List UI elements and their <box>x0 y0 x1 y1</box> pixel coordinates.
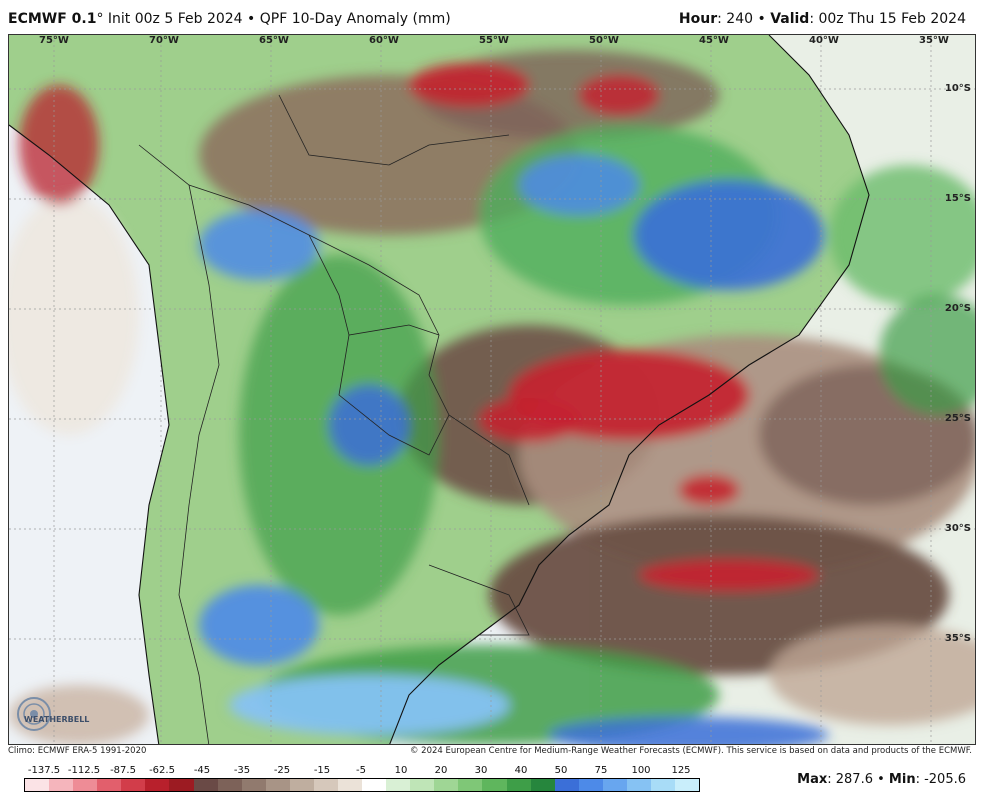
colorbar-swatch <box>362 779 387 791</box>
colorbar-swatch <box>434 779 459 791</box>
legend-tick: -5 <box>356 765 366 776</box>
legend-tick: -25 <box>273 765 291 776</box>
colorbar-swatch <box>530 779 555 791</box>
lat-label-30s: 30°S <box>944 523 971 534</box>
colorbar-swatch <box>121 779 146 791</box>
header: ECMWF 0.1° Init 00z 5 Feb 2024 • QPF 10-… <box>0 0 984 34</box>
colorbar-swatch <box>626 779 652 791</box>
valid-value: : 00z Thu 15 Feb 2024 <box>809 11 966 27</box>
min-label: Min <box>888 772 916 787</box>
valid-label: Valid <box>770 11 810 27</box>
colorbar-swatch <box>482 779 507 791</box>
colorbar-swatch <box>193 779 218 791</box>
legend-tick: -112.5 <box>67 765 101 776</box>
anomaly-map <box>9 35 975 744</box>
lat-label-35s: 35°S <box>944 633 971 644</box>
colorbar-swatch <box>506 779 531 791</box>
legend-tick: -45 <box>193 765 211 776</box>
weatherbell-logo: WEATHERBELL <box>17 697 89 731</box>
max-value: : 287.6 • <box>827 772 889 787</box>
colorbar-swatch <box>386 779 411 791</box>
legend-tick: -87.5 <box>110 765 136 776</box>
colorbar-swatch <box>265 779 290 791</box>
colorbar-swatch <box>458 779 483 791</box>
colorbar-swatch <box>241 779 266 791</box>
colorbar-swatch <box>169 779 194 791</box>
lon-label-75w: 75°W <box>39 35 69 46</box>
legend-tick: -137.5 <box>27 765 61 776</box>
colorbar-swatch <box>578 779 603 791</box>
legend-tick: 75 <box>594 765 608 776</box>
legend-tick: 125 <box>671 765 691 776</box>
model-name: ECMWF 0.1 <box>8 11 97 27</box>
graticule <box>9 35 975 744</box>
colorbar-swatch <box>313 779 339 791</box>
colorbar-swatch <box>289 779 314 791</box>
lon-label-40w: 40°W <box>809 35 839 46</box>
climo-note: Climo: ECMWF ERA-5 1991-2020 <box>8 746 147 756</box>
lat-label-25s: 25°S <box>944 413 971 424</box>
colorbar-swatch <box>651 779 676 791</box>
degree-mark: ° <box>96 11 104 27</box>
country-borders <box>138 94 530 744</box>
min-value: : -205.6 <box>915 772 966 787</box>
legend-tick: 100 <box>631 765 651 776</box>
lat-label-15s: 15°S <box>944 193 971 204</box>
valid-time: Hour: 240 • Valid: 00z Thu 15 Feb 2024 <box>679 11 966 27</box>
lon-label-55w: 55°W <box>479 35 509 46</box>
legend-tick: 20 <box>434 765 448 776</box>
map-title: ECMWF 0.1° Init 00z 5 Feb 2024 • QPF 10-… <box>8 11 451 27</box>
max-min-stats: Max: 287.6 • Min: -205.6 <box>797 772 966 787</box>
hour-value: : 240 • <box>717 11 771 27</box>
colorbar-swatch <box>145 779 170 791</box>
colorbar <box>24 778 700 792</box>
max-label: Max <box>797 772 828 787</box>
logo-text: WEATHERBELL <box>24 715 89 724</box>
legend-tick: 50 <box>554 765 568 776</box>
hour-label: Hour <box>678 11 718 27</box>
coastlines <box>9 35 870 744</box>
lon-label-60w: 60°W <box>369 35 399 46</box>
colorbar-swatch <box>602 779 627 791</box>
colorbar-swatch <box>97 779 122 791</box>
anomaly-field <box>9 50 975 744</box>
colorbar-swatch <box>554 779 579 791</box>
colorbar-swatch <box>675 779 700 791</box>
lon-label-50w: 50°W <box>589 35 619 46</box>
lat-label-20s: 20°S <box>944 303 971 314</box>
colorbar-swatch <box>217 779 242 791</box>
legend-tick: 40 <box>514 765 528 776</box>
colorbar-swatch <box>49 779 74 791</box>
init-text: Init 00z 5 Feb 2024 • QPF 10-Day Anomaly… <box>103 11 451 27</box>
legend-tick: -35 <box>233 765 251 776</box>
lon-label-45w: 45°W <box>699 35 729 46</box>
legend-tick: -62.5 <box>149 765 175 776</box>
lon-label-65w: 65°W <box>259 35 289 46</box>
colorbar-swatch <box>73 779 98 791</box>
legend-tick: 10 <box>394 765 408 776</box>
lon-label-70w: 70°W <box>149 35 179 46</box>
colorbar-swatch <box>338 779 363 791</box>
map-panel[interactable]: 75°W 70°W 65°W 60°W 55°W 50°W 45°W 40°W … <box>8 34 976 745</box>
colorbar-swatch <box>410 779 435 791</box>
legend-tick: -15 <box>313 765 331 776</box>
legend-tick: 30 <box>474 765 488 776</box>
lat-label-10s: 10°S <box>944 83 971 94</box>
colorbar-swatch <box>25 779 50 791</box>
copyright-note: © 2024 European Centre for Medium-Range … <box>409 746 972 756</box>
lon-label-35w: 35°W <box>919 35 949 46</box>
